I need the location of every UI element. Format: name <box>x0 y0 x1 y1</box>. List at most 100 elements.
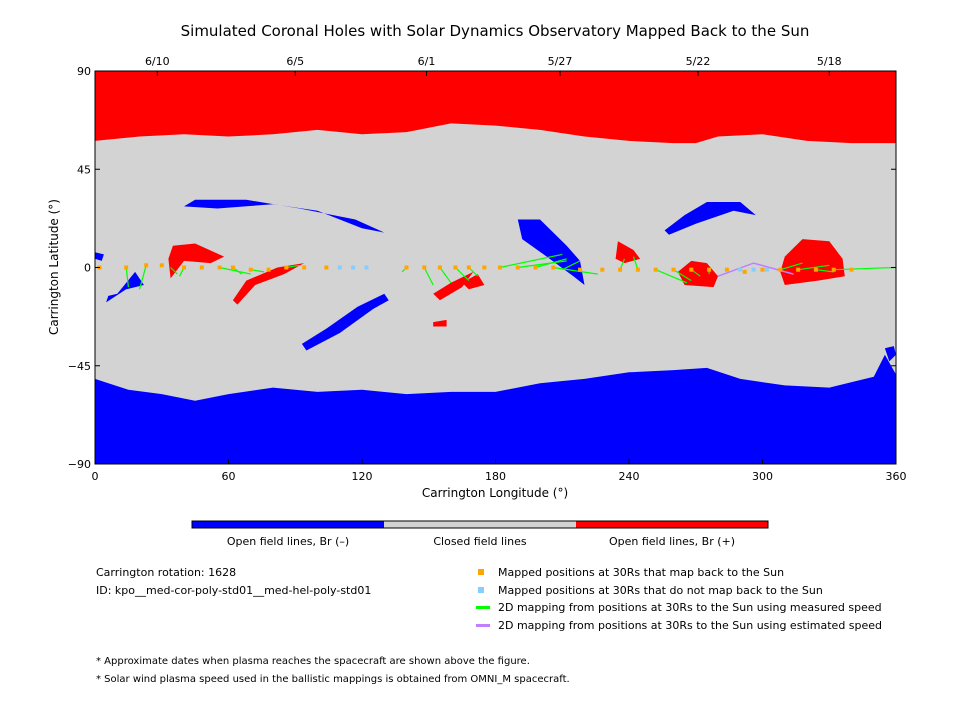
mapped-point <box>422 265 427 270</box>
negative-coronal-hole <box>517 219 585 285</box>
mapped-point <box>497 265 502 270</box>
mapped-point <box>849 267 854 272</box>
y-tick-label: −90 <box>68 458 91 471</box>
y-tick-label: 90 <box>77 65 91 78</box>
colorbar-frame <box>191 520 769 529</box>
colorbar: Open field lines, Br (–) Closed field lin… <box>191 520 769 548</box>
mapped-point <box>689 267 694 272</box>
unmapped-point <box>351 265 356 270</box>
negative-coronal-hole <box>301 293 389 351</box>
measured-mapping-line <box>632 256 639 270</box>
measured-mapping-line <box>125 267 129 288</box>
measured-mapping-line <box>562 260 581 271</box>
map-area <box>95 71 896 464</box>
colorbar-segment <box>576 521 768 528</box>
note-dates: * Approximate dates when plasma reaches … <box>96 656 530 667</box>
positive-coronal-hole <box>433 319 447 327</box>
axes: 0 60 120 180 240 300 360 90 45 0 −45 −90 6/10 6/5 6/1 5… <box>68 55 907 483</box>
mapped-point <box>453 265 458 270</box>
mapped-point <box>466 265 471 270</box>
measured-mapping-line <box>286 264 300 269</box>
mapped-point <box>302 265 307 270</box>
mapping-overlay <box>97 253 897 290</box>
mapped-point <box>248 267 253 272</box>
mapped-point <box>600 267 605 272</box>
x-tick-label: 60 <box>222 470 236 483</box>
colorbar-label: Closed field lines <box>433 535 527 548</box>
colorbar-segment <box>192 521 384 528</box>
mapped-point <box>217 265 222 270</box>
measured-mapping-line <box>170 267 178 275</box>
note-speed: * Solar wind plasma speed used in the ba… <box>96 674 570 685</box>
measured-mapping-line <box>517 260 567 269</box>
date-label: 5/27 <box>548 55 573 68</box>
mapped-point <box>324 265 329 270</box>
positive-coronal-hole <box>780 239 845 285</box>
unmapped-point <box>751 267 756 272</box>
mapped-point <box>760 267 765 272</box>
colorbar-label: Open field lines, Br (–) <box>227 535 349 548</box>
measured-mapping-line <box>454 267 470 282</box>
mapped-point <box>813 267 818 272</box>
mapped-point <box>778 267 783 272</box>
y-tick-label: 0 <box>84 262 91 275</box>
mapped-point <box>515 265 520 270</box>
measured-mapping-line <box>250 269 265 273</box>
legend-mapped-label: Mapped positions at 30Rs that map back t… <box>498 566 785 579</box>
negative-coronal-hole <box>106 271 144 303</box>
mapped-point <box>404 265 409 270</box>
mapped-point <box>831 267 836 272</box>
unmapped-point <box>764 267 769 272</box>
y-tick-label: −45 <box>68 360 91 373</box>
mapped-point <box>707 267 712 272</box>
measured-mapping-line <box>553 266 598 275</box>
legend-mapped-marker <box>478 569 484 575</box>
negative-coronal-hole <box>664 202 756 235</box>
unmapped-point <box>337 265 342 270</box>
date-label: 6/10 <box>145 55 170 68</box>
legend-estimated-line <box>476 624 490 627</box>
date-label: 5/22 <box>686 55 711 68</box>
measured-mapping-line <box>673 269 692 282</box>
unmapped-point <box>738 267 743 272</box>
y-axis-label: Carrington Latitude (°) <box>47 199 61 335</box>
measured-mapping-line <box>439 267 452 284</box>
legend-unmapped-label: Mapped positions at 30Rs that do not map… <box>498 584 823 597</box>
measured-mapping-line <box>499 253 563 269</box>
colorbar-segment <box>384 521 576 528</box>
y-tick-label: 45 <box>77 163 91 176</box>
mapped-point <box>144 263 149 268</box>
mapped-point <box>578 267 583 272</box>
south-polar-hole <box>95 354 896 464</box>
negative-coronal-hole <box>184 199 385 233</box>
legend-measured-label: 2D mapping from positions at 30Rs to the… <box>498 601 882 614</box>
date-label: 5/18 <box>817 55 842 68</box>
mapped-point <box>724 267 729 272</box>
colorbar-label: Open field lines, Br (+) <box>609 535 735 548</box>
measured-mapping-line <box>655 269 688 284</box>
positive-coronal-hole <box>462 274 485 290</box>
x-axis-label: Carrington Longitude (°) <box>422 486 568 500</box>
x-tick-label: 240 <box>619 470 640 483</box>
mapped-point <box>199 265 204 270</box>
mapped-point <box>182 265 186 270</box>
mapped-point <box>618 267 623 272</box>
legend-measured-line <box>476 606 490 609</box>
mapped-point <box>124 265 129 270</box>
measured-mapping-line <box>780 262 803 271</box>
mapped-point <box>533 265 538 270</box>
mapped-point <box>437 265 442 270</box>
positive-coronal-hole <box>168 243 225 279</box>
x-tick-label: 300 <box>752 470 773 483</box>
negative-coronal-hole <box>95 252 104 261</box>
mapped-point <box>671 267 676 272</box>
mapped-point <box>266 267 271 272</box>
mapped-point <box>635 267 640 272</box>
date-label: 6/1 <box>418 55 436 68</box>
legend-unmapped-marker <box>478 587 484 593</box>
mapped-point <box>230 265 235 270</box>
x-tick-label: 360 <box>886 470 907 483</box>
x-tick-label: 0 <box>92 470 99 483</box>
id-text: ID: kpo__med-cor-poly-std01__med-hel-pol… <box>96 584 372 597</box>
